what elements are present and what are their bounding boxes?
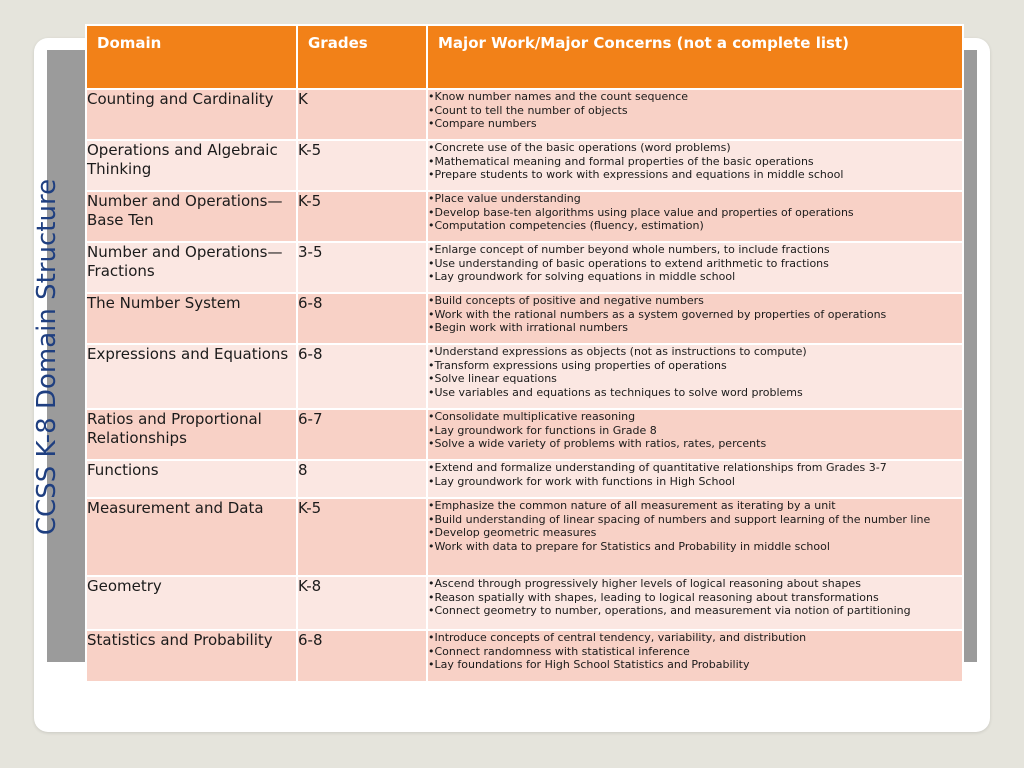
concern-item: Use understanding of basic operations to… — [428, 257, 962, 271]
grades-cell: K-5 — [296, 139, 428, 192]
concern-item: Introduce concepts of central tendency, … — [428, 631, 962, 645]
slide-title-container: CCSS K-8 Domain Structure — [32, 48, 63, 666]
concerns-list: Concrete use of the basic operations (wo… — [428, 141, 962, 182]
concern-item: Reason spatially with shapes, leading to… — [428, 591, 962, 605]
concern-item: Enlarge concept of number beyond whole n… — [428, 243, 962, 257]
concerns-list: Consolidate multiplicative reasoningLay … — [428, 410, 962, 451]
concerns-list: Build concepts of positive and negative … — [428, 294, 962, 335]
concern-item: Computation competencies (fluency, estim… — [428, 219, 962, 233]
grades-cell: 3-5 — [296, 241, 428, 294]
concern-item: Build understanding of linear spacing of… — [428, 513, 962, 527]
concern-item: Concrete use of the basic operations (wo… — [428, 141, 962, 155]
concern-item: Extend and formalize understanding of qu… — [428, 461, 962, 475]
concern-item: Emphasize the common nature of all measu… — [428, 499, 962, 513]
grades-cell: K-5 — [296, 497, 428, 577]
concerns-cell: Understand expressions as objects (not a… — [426, 343, 964, 410]
concerns-list: Emphasize the common nature of all measu… — [428, 499, 962, 553]
concerns-list: Enlarge concept of number beyond whole n… — [428, 243, 962, 284]
domain-cell: Geometry — [85, 575, 298, 631]
concern-item: Begin work with irrational numbers — [428, 321, 962, 335]
grades-cell: K — [296, 88, 428, 141]
concerns-cell: Extend and formalize understanding of qu… — [426, 459, 964, 499]
concern-item: Lay foundations for High School Statisti… — [428, 658, 962, 672]
header-grades: Grades — [296, 24, 428, 90]
domain-cell: Measurement and Data — [85, 497, 298, 577]
concern-item: Solve a wide variety of problems with ra… — [428, 437, 962, 451]
concern-item: Lay groundwork for work with functions i… — [428, 475, 962, 489]
concern-item: Mathematical meaning and formal properti… — [428, 155, 962, 169]
concerns-cell: Consolidate multiplicative reasoningLay … — [426, 408, 964, 461]
concerns-list: Understand expressions as objects (not a… — [428, 345, 962, 399]
domain-cell: Counting and Cardinality — [85, 88, 298, 141]
concern-item: Build concepts of positive and negative … — [428, 294, 962, 308]
concerns-cell: Enlarge concept of number beyond whole n… — [426, 241, 964, 294]
concerns-list: Place value understandingDevelop base-te… — [428, 192, 962, 233]
concerns-list: Extend and formalize understanding of qu… — [428, 461, 962, 488]
domain-cell: Statistics and Probability — [85, 629, 298, 683]
concern-item: Develop geometric measures — [428, 526, 962, 540]
concerns-cell: Build concepts of positive and negative … — [426, 292, 964, 345]
grades-cell: 6-8 — [296, 629, 428, 683]
concern-item: Know number names and the count sequence — [428, 90, 962, 104]
concern-item: Work with the rational numbers as a syst… — [428, 308, 962, 322]
concern-item: Ascend through progressively higher leve… — [428, 577, 962, 591]
side-accent-bar — [47, 50, 85, 662]
concerns-list: Introduce concepts of central tendency, … — [428, 631, 962, 672]
domain-structure-table: Domain Grades Major Work/Major Concerns … — [85, 24, 964, 683]
grades-cell: 6-7 — [296, 408, 428, 461]
concern-item: Compare numbers — [428, 117, 962, 131]
side-accent-bar-right — [962, 50, 977, 662]
domain-cell: Number and Operations—Fractions — [85, 241, 298, 294]
concern-item: Solve linear equations — [428, 372, 962, 386]
grades-cell: 6-8 — [296, 343, 428, 410]
concern-item: Connect geometry to number, operations, … — [428, 604, 962, 618]
domain-cell: Number and Operations—Base Ten — [85, 190, 298, 243]
grades-cell: 6-8 — [296, 292, 428, 345]
concerns-list: Ascend through progressively higher leve… — [428, 577, 962, 618]
domain-cell: Functions — [85, 459, 298, 499]
slide-title: CCSS K-8 Domain Structure — [32, 178, 63, 536]
domain-cell: Expressions and Equations — [85, 343, 298, 410]
table-body: Counting and CardinalityKKnow number nam… — [85, 88, 964, 683]
grades-cell: 8 — [296, 459, 428, 499]
concern-item: Develop base-ten algorithms using place … — [428, 206, 962, 220]
concern-item: Count to tell the number of objects — [428, 104, 962, 118]
table-row: Counting and CardinalityKKnow number nam… — [85, 88, 964, 141]
grades-cell: K-8 — [296, 575, 428, 631]
domain-cell: The Number System — [85, 292, 298, 345]
concern-item: Lay groundwork for solving equations in … — [428, 270, 962, 284]
concern-item: Prepare students to work with expression… — [428, 168, 962, 182]
table-row: Number and Operations—Fractions3-5Enlarg… — [85, 241, 964, 294]
concerns-cell: Know number names and the count sequence… — [426, 88, 964, 141]
concern-item: Work with data to prepare for Statistics… — [428, 540, 962, 554]
concerns-cell: Introduce concepts of central tendency, … — [426, 629, 964, 683]
concern-item: Lay groundwork for functions in Grade 8 — [428, 424, 962, 438]
concern-item: Connect randomness with statistical infe… — [428, 645, 962, 659]
grades-cell: K-5 — [296, 190, 428, 243]
table-row: Operations and Algebraic ThinkingK-5Conc… — [85, 139, 964, 192]
concerns-cell: Place value understandingDevelop base-te… — [426, 190, 964, 243]
concerns-cell: Ascend through progressively higher leve… — [426, 575, 964, 631]
concerns-cell: Concrete use of the basic operations (wo… — [426, 139, 964, 192]
concern-item: Understand expressions as objects (not a… — [428, 345, 962, 359]
concerns-cell: Emphasize the common nature of all measu… — [426, 497, 964, 577]
table-header-row: Domain Grades Major Work/Major Concerns … — [85, 24, 964, 90]
concern-item: Place value understanding — [428, 192, 962, 206]
concern-item: Use variables and equations as technique… — [428, 386, 962, 400]
table-row: Functions8Extend and formalize understan… — [85, 459, 964, 499]
header-domain: Domain — [85, 24, 298, 90]
domain-cell: Operations and Algebraic Thinking — [85, 139, 298, 192]
concerns-list: Know number names and the count sequence… — [428, 90, 962, 131]
concern-item: Transform expressions using properties o… — [428, 359, 962, 373]
header-major-work: Major Work/Major Concerns (not a complet… — [426, 24, 964, 90]
concern-item: Consolidate multiplicative reasoning — [428, 410, 962, 424]
domain-cell: Ratios and Proportional Relationships — [85, 408, 298, 461]
table-row: Ratios and Proportional Relationships 6-7… — [85, 408, 964, 461]
